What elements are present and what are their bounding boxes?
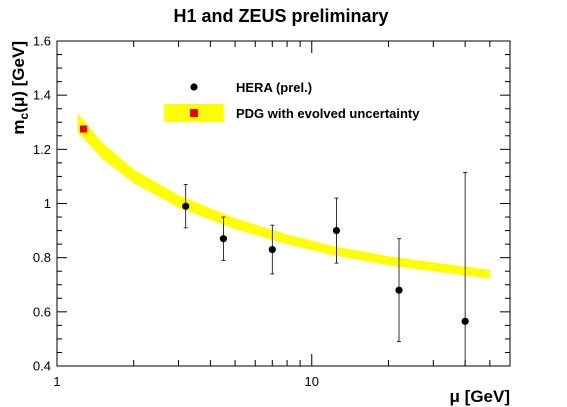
legend: HERA (prel.) PDG with evolved uncertaint… — [164, 80, 420, 122]
hera-point-1 — [219, 235, 228, 243]
y-tick-label: 0.4 — [33, 359, 51, 374]
y-axis-label-sub: c — [17, 112, 31, 119]
y-tick-label: 0.6 — [33, 304, 51, 319]
x-tick-label: 1 — [53, 374, 60, 389]
pdg-point-0 — [79, 125, 87, 133]
legend-marker-pdg — [190, 109, 198, 117]
y-axis-label-main: m — [9, 119, 28, 134]
pdg-band-layer — [77, 112, 490, 279]
hera-point-2 — [268, 245, 276, 254]
x-tick-label: 10 — [305, 374, 319, 389]
tick-layer: 0.4 0.6 0.8 1 1.2 1.4 1.6 1 10 — [33, 34, 511, 389]
y-tick-label: 1.2 — [33, 142, 51, 157]
hera-point-3 — [332, 226, 341, 235]
legend-label-pdg: PDG with evolved uncertainty — [236, 106, 420, 121]
y-tick-label: 0.8 — [33, 250, 51, 265]
legend-label-hera: HERA (prel.) — [236, 80, 312, 95]
x-axis-label: μ [GeV] — [450, 387, 510, 406]
y-tick-label: 1.4 — [33, 88, 51, 103]
hera-point-0 — [182, 202, 190, 210]
hera-point-4 — [395, 286, 403, 294]
chart-title: H1 and ZEUS preliminary — [173, 6, 388, 26]
y-tick-label: 1 — [44, 196, 51, 211]
y-tick-label: 1.6 — [33, 34, 51, 49]
legend-marker-hera — [190, 83, 198, 91]
hera-point-5 — [461, 317, 469, 325]
pdg-uncertainty-band — [77, 112, 490, 279]
y-axis-label-tail: (μ) [GeV] — [9, 41, 28, 113]
data-point-layer — [79, 125, 469, 325]
y-axis-label: mc(μ) [GeV] — [9, 41, 31, 135]
